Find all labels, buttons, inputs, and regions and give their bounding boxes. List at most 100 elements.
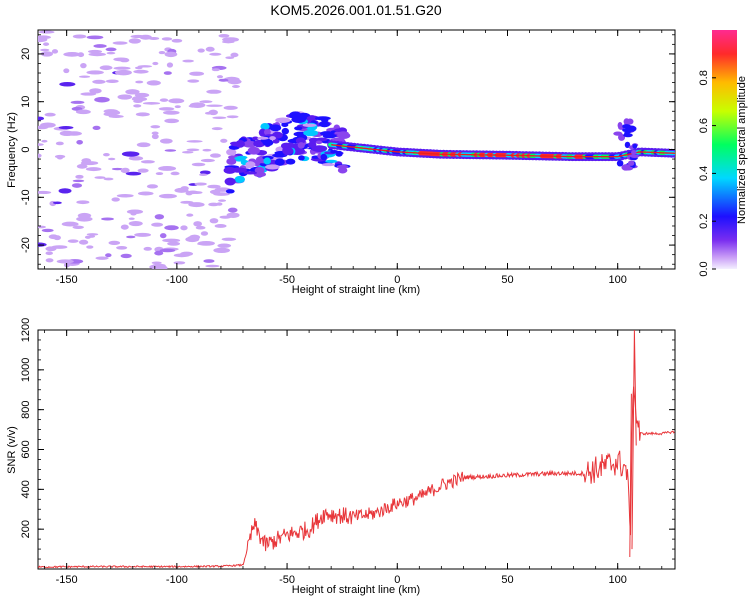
noise-speckle — [103, 177, 114, 181]
snr-y-label: SNR (v/v) — [6, 426, 18, 474]
noise-speckle — [207, 184, 221, 189]
x-tick-label: 100 — [609, 274, 627, 286]
noise-speckle — [195, 225, 206, 230]
noise-speckle — [205, 46, 215, 52]
signal-blob — [315, 140, 323, 145]
noise-speckle — [88, 235, 96, 238]
noise-speckle — [108, 114, 124, 119]
noise-speckle — [86, 70, 104, 75]
spike-blob — [632, 143, 638, 149]
x-tick-label: 0 — [394, 274, 400, 286]
colorbar-tick-label: 0.8 — [698, 70, 710, 85]
signal-blob — [320, 153, 328, 161]
signal-blob — [291, 116, 306, 123]
noise-speckle — [218, 199, 227, 202]
chart-title: KOM5.2026.001.01.51.G20 — [270, 2, 441, 18]
noise-speckle — [161, 37, 173, 41]
noise-speckle — [59, 82, 76, 87]
signal-blob — [297, 142, 305, 149]
noise-speckle — [77, 212, 92, 219]
noise-speckle — [158, 166, 177, 171]
y-tick-label: 20 — [20, 48, 32, 60]
spike-blob — [627, 160, 635, 166]
noise-speckle — [193, 221, 203, 227]
noise-speckle — [133, 69, 149, 74]
noise-speckle — [218, 78, 229, 82]
noise-speckle — [197, 240, 215, 246]
noise-speckle — [114, 69, 132, 76]
signal-blob — [337, 167, 348, 174]
noise-speckle — [51, 245, 68, 249]
snr-content — [38, 330, 675, 569]
noise-speckle — [111, 167, 124, 171]
noise-speckle — [186, 148, 200, 152]
noise-speckle — [230, 52, 239, 58]
noise-speckle — [211, 68, 221, 72]
noise-speckle — [209, 218, 219, 224]
noise-speckle — [75, 109, 91, 115]
noise-speckle — [164, 225, 179, 231]
noise-speckle — [80, 92, 97, 96]
noise-speckle — [59, 130, 75, 137]
noise-speckle — [53, 201, 62, 205]
noise-speckle — [209, 52, 222, 56]
noise-speckle — [116, 194, 134, 198]
noise-speckle — [151, 222, 164, 227]
noise-speckle — [212, 116, 227, 120]
noise-speckle — [223, 105, 238, 110]
noise-speckle — [209, 153, 222, 158]
noise-speckle — [200, 158, 215, 163]
noise-speckle — [180, 251, 194, 256]
noise-speckle — [227, 207, 238, 213]
noise-speckle — [174, 105, 181, 109]
noise-speckle — [125, 89, 140, 95]
noise-speckle — [158, 265, 168, 269]
noise-speckle — [164, 118, 180, 124]
noise-speckle — [140, 160, 155, 164]
noise-speckle — [167, 241, 181, 246]
colorbar-tick-label: 0.4 — [698, 166, 710, 181]
noise-speckle — [106, 51, 116, 55]
noise-speckle — [63, 68, 70, 74]
noise-speckle — [38, 242, 47, 247]
noise-speckle — [93, 44, 107, 48]
signal-blob — [226, 158, 237, 165]
signal-blob — [321, 163, 336, 167]
noise-speckle — [128, 38, 141, 44]
noise-speckle — [86, 35, 104, 40]
noise-speckle — [105, 47, 117, 52]
noise-speckle — [56, 259, 74, 264]
y-tick-label: -20 — [20, 237, 32, 253]
noise-speckle — [158, 50, 166, 55]
noise-speckle — [117, 94, 133, 100]
noise-speckle — [152, 61, 159, 66]
y-tick-label: 0 — [20, 146, 32, 152]
signal-blob — [282, 146, 294, 155]
noise-speckle — [120, 253, 132, 259]
noise-speckle — [231, 85, 240, 88]
noise-speckle — [128, 156, 144, 161]
noise-speckle — [181, 150, 194, 154]
noise-speckle — [150, 125, 161, 129]
noise-speckle — [199, 100, 213, 103]
noise-speckle — [89, 88, 102, 94]
x-tick-label: -50 — [279, 574, 295, 586]
noise-speckle — [76, 200, 90, 205]
noise-speckle — [154, 250, 164, 256]
noise-speckle — [164, 51, 178, 58]
noise-speckle — [112, 41, 128, 45]
noise-speckle — [151, 261, 162, 265]
x-tick-label: -150 — [56, 274, 78, 286]
signal-blob — [265, 164, 280, 170]
noise-speckle — [187, 79, 200, 83]
noise-speckle — [191, 162, 206, 167]
noise-speckle — [116, 246, 128, 250]
signal-blob — [295, 137, 306, 145]
noise-speckle — [187, 190, 199, 195]
signal-blob — [274, 158, 285, 166]
noise-speckle — [194, 182, 207, 186]
noise-speckle — [56, 155, 64, 160]
noise-speckle — [135, 80, 144, 84]
signal-blob — [337, 132, 351, 140]
